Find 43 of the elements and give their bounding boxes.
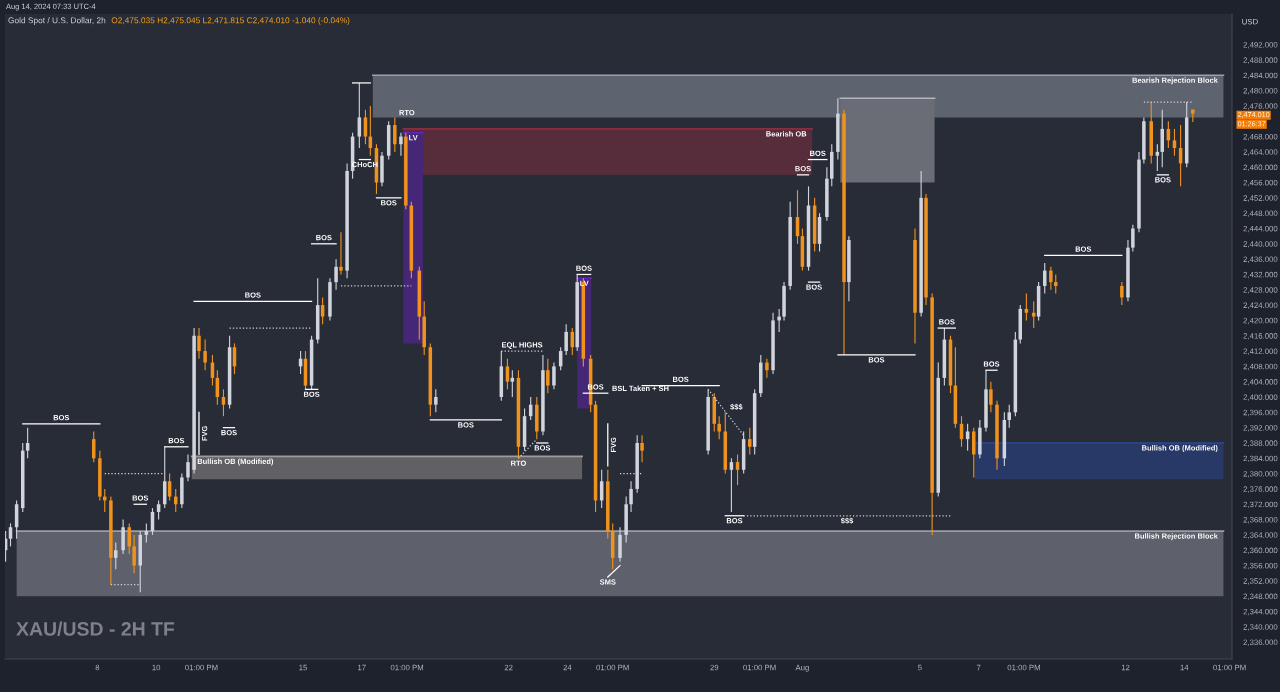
candlestick (765, 358, 769, 379)
candlestick (618, 526, 622, 563)
candlestick (1160, 109, 1164, 168)
candlestick (748, 427, 752, 456)
candlestick (339, 231, 343, 276)
candlestick (186, 453, 190, 482)
candlestick (1024, 293, 1029, 321)
candlestick (434, 388, 438, 413)
candlestick (1031, 300, 1036, 329)
candlestick (510, 369, 515, 398)
candlestick (363, 109, 368, 145)
candlestick (564, 323, 568, 356)
candlestick (197, 327, 201, 360)
candlestick (203, 339, 207, 371)
candlestick (320, 296, 325, 325)
candlestick (334, 258, 338, 291)
text: XAU/USD - 2H TF (16, 621, 175, 636)
candlestick (132, 534, 136, 574)
candlestick (777, 308, 781, 333)
annotation: O2,475.035 H2,475.045 L2,471.815 C2,474.010 -1.040 (-0.04%) (111, 17, 350, 25)
candlestick (1049, 266, 1053, 291)
chart-title: Gold Spot / U.S. Dollar, 2h (8, 17, 106, 25)
candlestick (357, 82, 362, 149)
candlestick (1131, 224, 1135, 253)
candlestick (546, 358, 550, 394)
candlestick (717, 415, 721, 440)
candlestick (629, 480, 633, 513)
candlestick (121, 519, 125, 555)
candlestick (127, 522, 131, 555)
candlestick (1120, 281, 1124, 306)
candlestick (144, 522, 149, 544)
candlestick (552, 361, 556, 390)
candlestick (8, 522, 13, 547)
candlestick (1007, 404, 1011, 429)
candlestick (393, 116, 397, 153)
candlestick (640, 434, 644, 463)
candlestick (1155, 143, 1160, 172)
candlestick (102, 488, 107, 513)
candlestick (989, 381, 993, 413)
candlestick (1053, 273, 1058, 295)
candlestick (399, 132, 403, 157)
candlestick (971, 427, 976, 479)
candlestick (114, 542, 118, 570)
